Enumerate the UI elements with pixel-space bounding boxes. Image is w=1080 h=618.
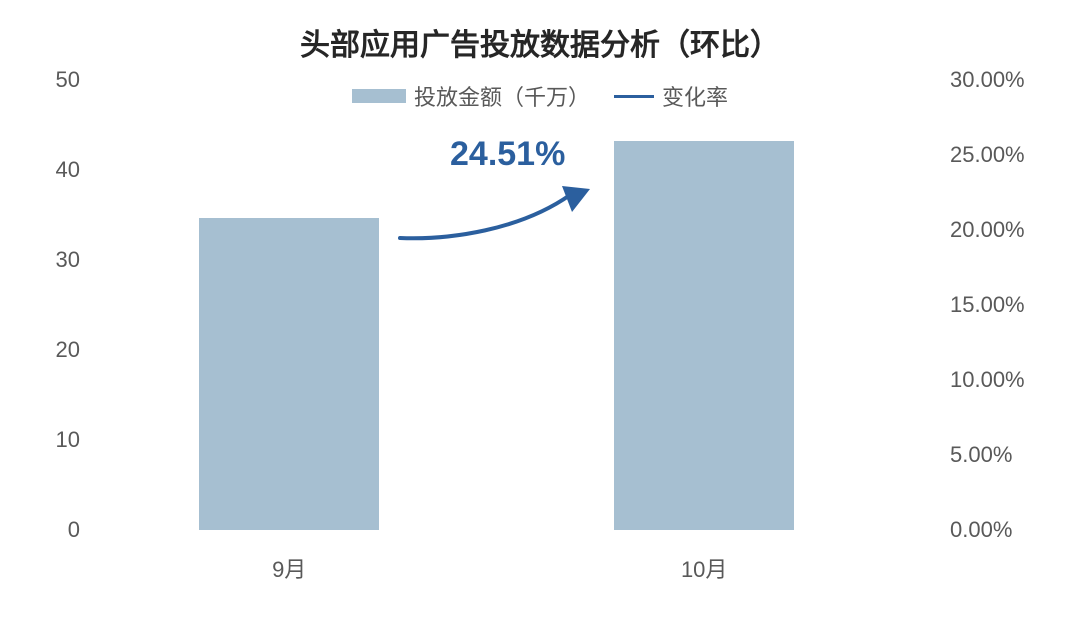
- arrow-icon: [390, 180, 600, 250]
- y-left-tick: 30: [0, 247, 80, 273]
- y-right-tick: 20.00%: [950, 217, 1025, 243]
- y-right-tick: 25.00%: [950, 142, 1025, 168]
- x-axis-label: 10月: [614, 552, 794, 584]
- bar: [614, 141, 794, 530]
- chart-container: 头部应用广告投放数据分析（环比） 投放金额（千万） 变化率 24.51% 010…: [0, 0, 1080, 618]
- change-rate-callout: 24.51%: [450, 135, 565, 174]
- y-left-tick: 10: [0, 427, 80, 453]
- y-left-tick: 40: [0, 157, 80, 183]
- y-left-tick: 20: [0, 337, 80, 363]
- y-right-tick: 10.00%: [950, 367, 1025, 393]
- y-left-tick: 0: [0, 517, 80, 543]
- x-axis-label: 9月: [199, 552, 379, 584]
- y-left-tick: 50: [0, 67, 80, 93]
- y-right-tick: 15.00%: [950, 292, 1025, 318]
- chart-title: 头部应用广告投放数据分析（环比）: [0, 20, 1080, 64]
- y-right-tick: 30.00%: [950, 67, 1025, 93]
- y-right-tick: 5.00%: [950, 442, 1012, 468]
- arrow-curve: [400, 195, 570, 238]
- y-right-tick: 0.00%: [950, 517, 1012, 543]
- bar: [199, 218, 379, 530]
